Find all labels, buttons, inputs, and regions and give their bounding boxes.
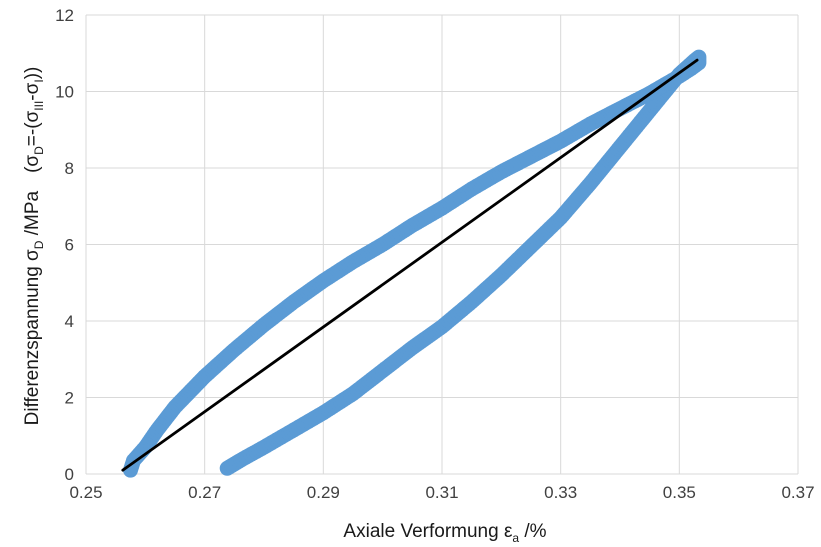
gridlines (85, 14, 799, 475)
y-tick-label: 6 (65, 236, 74, 255)
y-axis-title: Differenzspannung σD /MPa(σD=-(σIII-σI)) (22, 67, 46, 426)
x-tick-label: 0.25 (69, 483, 102, 502)
x-tick-label: 0.27 (188, 483, 221, 502)
y-tick-label: 0 (65, 465, 74, 484)
y-tick-label: 4 (65, 312, 74, 331)
x-axis-title: Axiale Verformung εa /% (343, 521, 546, 545)
x-tick-label: 0.35 (663, 483, 696, 502)
plot-area (121, 49, 707, 478)
y-tick-label: 2 (65, 389, 74, 408)
x-tick-label: 0.31 (425, 483, 458, 502)
x-tick-label: 0.37 (781, 483, 814, 502)
x-tick-label: 0.29 (307, 483, 340, 502)
y-tick-label: 12 (55, 6, 74, 25)
y-tick-label: 8 (65, 159, 74, 178)
x-tick-label: 0.33 (544, 483, 577, 502)
y-tick-label: 10 (55, 83, 74, 102)
secant-line (121, 58, 699, 472)
tick-labels: 0.25 0.27 0.29 0.31 0.33 0.35 0.37 0 2 4 6 8 10 12 (55, 6, 814, 502)
